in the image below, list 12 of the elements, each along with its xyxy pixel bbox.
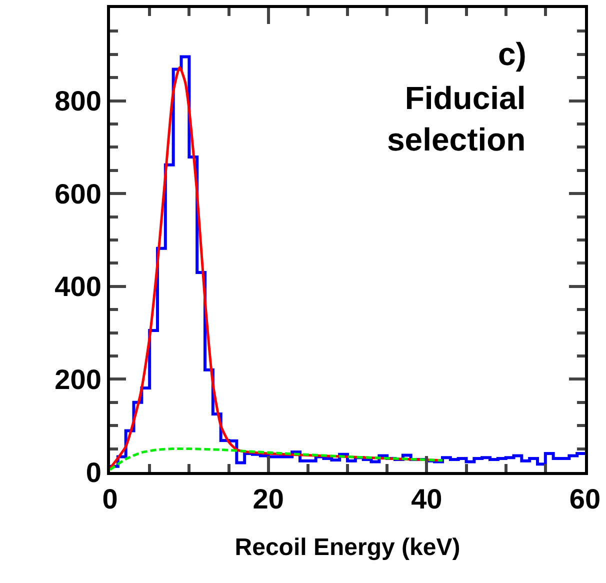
y-tick-label: 0 [86, 456, 102, 488]
annotation: Fiducial selection [387, 80, 526, 158]
line-series [110, 447, 444, 471]
x-tick-label: 60 [569, 484, 601, 515]
x-tick-label: 40 [411, 484, 442, 515]
y-tick-label: 200 [54, 364, 102, 395]
y-tick-label: 400 [54, 271, 102, 302]
annotation: c) [498, 36, 526, 72]
x-axis-title: Recoil Energy (keV) [234, 534, 460, 561]
y-tick-label: 800 [54, 86, 102, 117]
y-tick-label: 600 [54, 178, 102, 210]
x-tick-label: 20 [252, 484, 284, 515]
